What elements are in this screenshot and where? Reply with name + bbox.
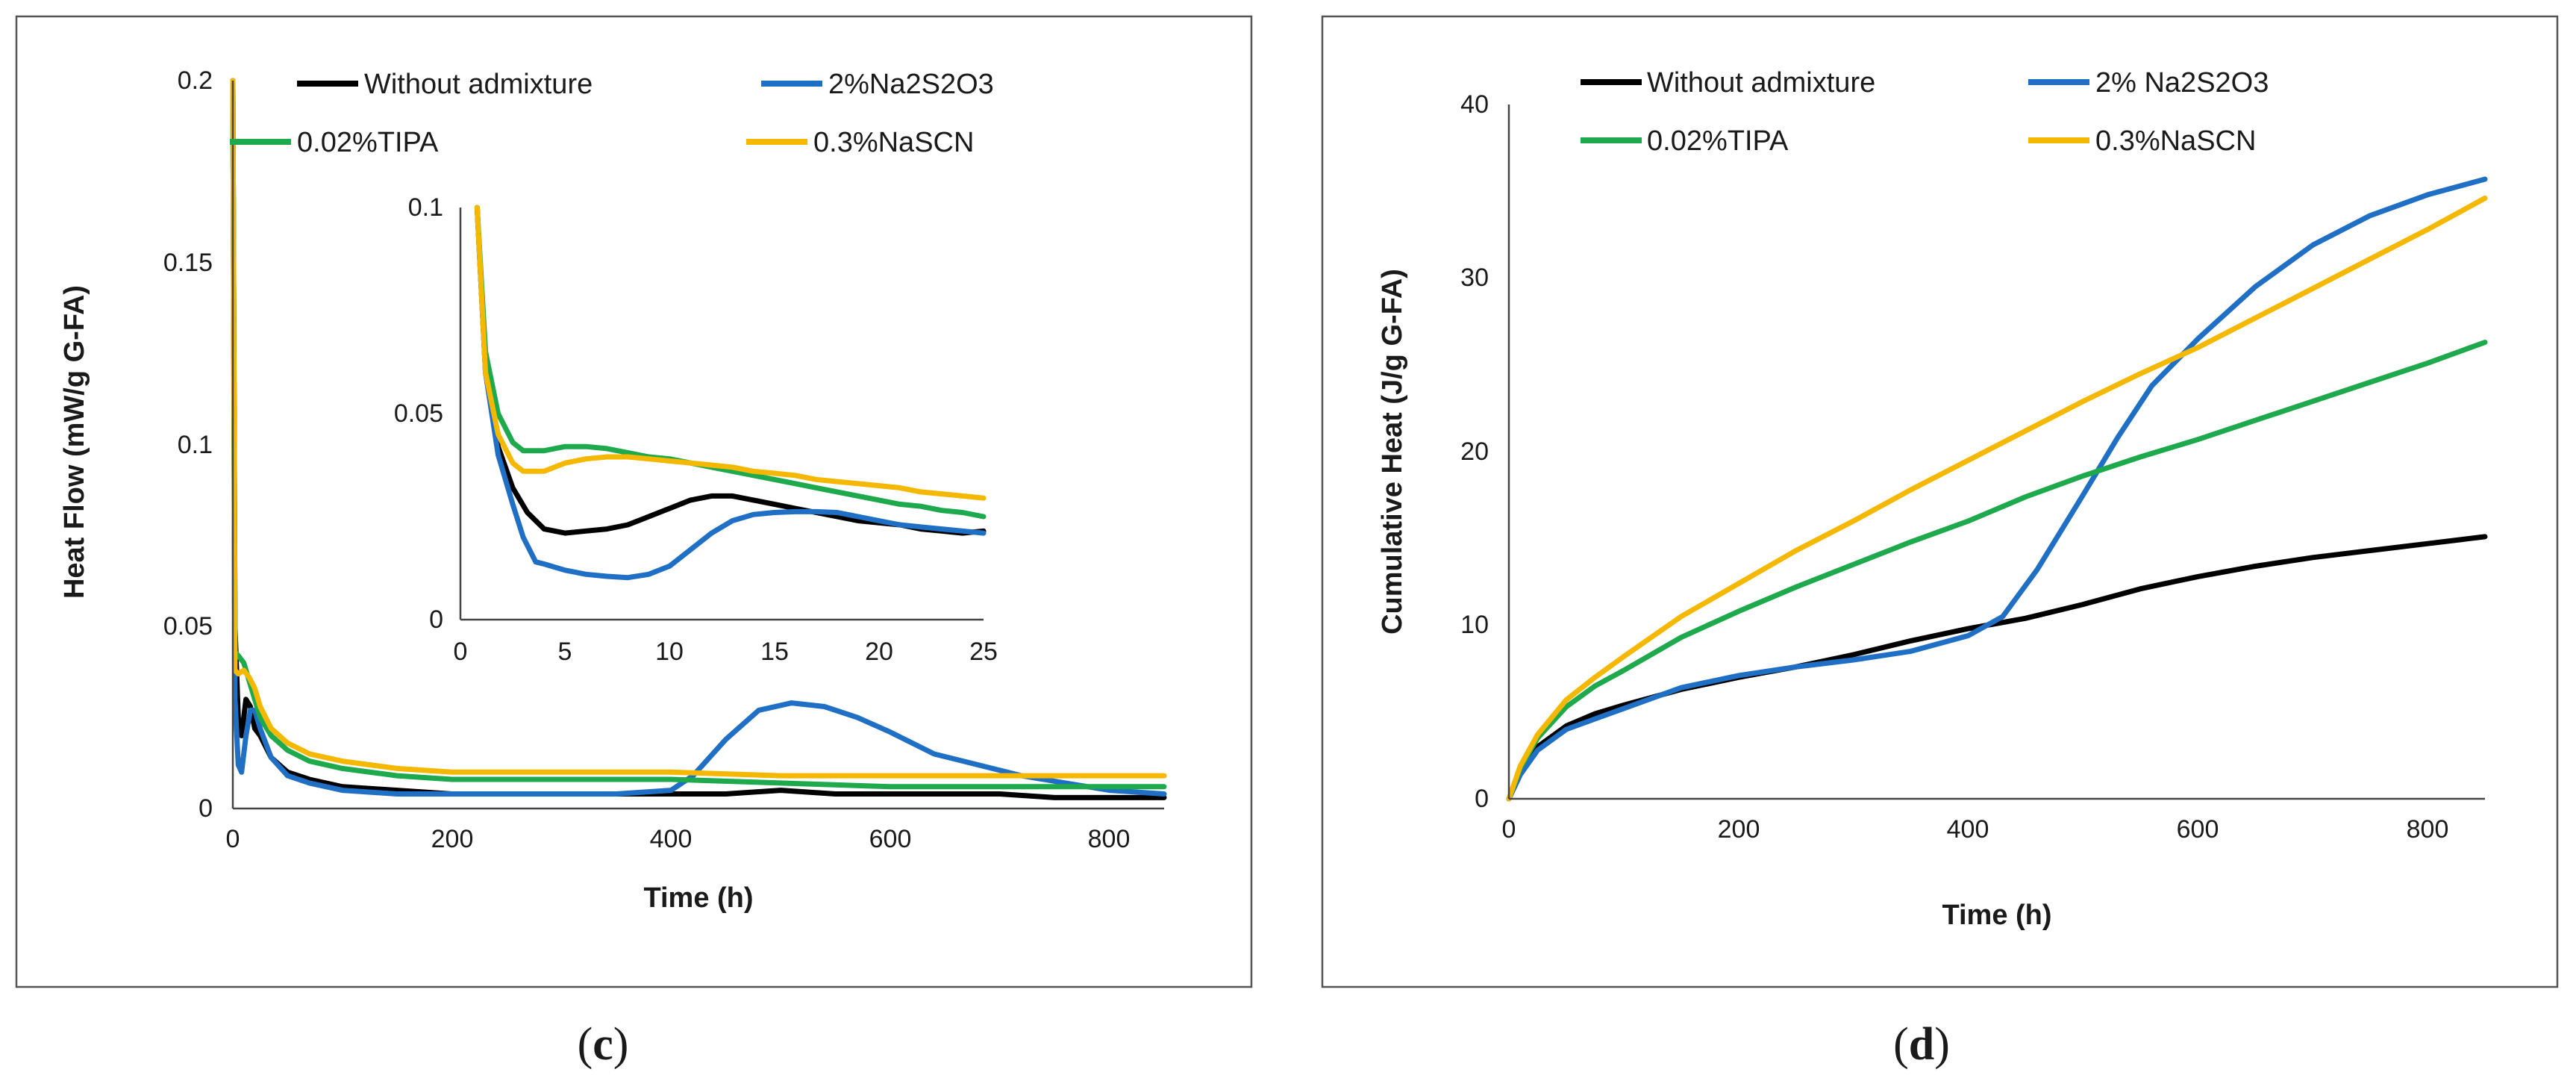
inset-x-tick: 20 [865,638,893,666]
panel-d: 40 30 20 10 0 0 200 400 600 800 Time (h)… [1321,15,2559,988]
caption-c-letter: c [593,1019,613,1070]
panel-d-series-line-without-admixture [1506,534,2488,802]
panel-d-x-tick: 800 [2407,815,2449,844]
legend-label: Without admixture [364,69,593,100]
inset-y-tick: 0 [429,605,443,634]
panel-c-series-line-0-02-tipa [230,78,1167,790]
panel-c-series [230,78,1167,800]
panel-d-series-line-0-02-tipa [1506,340,2488,802]
panel-c-x-tick: 600 [869,825,912,853]
inset-x-tick: 15 [760,638,789,666]
panel-d-frame [1321,15,2559,988]
panel-c-y-tick: 0 [198,794,213,823]
inset-x-tick: 0 [454,638,468,666]
inset-y-tick: 0.05 [394,399,443,428]
panel-c-x-label: Time (h) [643,882,753,914]
panel-c-y-tick: 0.2 [178,66,213,95]
panel-d-x-tick: 0 [1502,815,1516,844]
panel-d-legend: Without admixture 2% Na2S2O3 0.02%TIPA 0… [1581,67,2269,157]
inset-x-tick: 25 [969,638,998,666]
panel-c-y-tick: 0.05 [163,612,213,641]
panel-d-x-tick: 600 [2177,815,2219,844]
legend-label: 2%Na2S2O3 [828,69,994,100]
panel-d-x-label: Time (h) [1942,900,2051,931]
panel-c-x-tick: 400 [650,825,693,853]
panel-d-y-tick: 0 [1475,785,1489,813]
caption-d-letter: d [1909,1019,1934,1070]
panel-d-y-tick: 10 [1460,611,1489,639]
inset-x-tick: 5 [558,638,572,666]
panel-d-series-line-2-na2s2o3 [1506,176,2488,802]
panel-d-series [1506,176,2488,802]
panel-d-series-line-0-3-nascn [1506,196,2488,802]
panel-d-y-label: Cumulative Heat (J/g G-FA) [1377,269,1408,635]
inset-series [474,205,987,581]
panel-c-x-tick: 200 [431,825,474,853]
panel-d-y-tick: 30 [1460,264,1489,292]
panel-c-y-label: Heat Flow (mW/g G-FA) [59,285,90,599]
panel-d-x-tick: 200 [1718,815,1760,844]
legend-label: 0.3%NaSCN [813,127,974,158]
panel-d-y-tick: 40 [1460,90,1489,119]
caption-c: (c) [578,1019,629,1070]
inset-x-tick: 10 [655,638,684,666]
caption-d: (d) [1893,1019,1950,1070]
legend-label: 2% Na2S2O3 [2095,67,2269,99]
panel-c-series-line-2-na2s2o3 [230,78,1167,797]
panel-c-x-tick: 0 [226,825,240,853]
legend-label: Without admixture [1647,67,1875,99]
panel-d-y-tick: 20 [1460,437,1489,466]
inset-background [422,155,996,626]
inset-y-tick: 0.1 [408,193,443,222]
panel-c-legend: Without admixture 2%Na2S2O3 0.02%TIPA 0.… [230,69,994,158]
inset-series-line-2-na2s2o3 [474,205,987,581]
inset-series-line-0-3-nascn [474,205,987,501]
panel-c-series-line-0-3-nascn [230,78,1167,779]
panel-c-x-tick: 800 [1088,825,1131,853]
panel-c-y-tick: 0.15 [163,249,213,277]
panel-c: 0.2 0.15 0.1 0.05 0 0 200 400 600 800 Ti… [15,15,1253,988]
legend-label: 0.3%NaSCN [2095,125,2256,157]
panel-d-x-tick: 400 [1947,815,1989,844]
legend-label: 0.02%TIPA [1647,125,1789,157]
panel-c-y-tick: 0.1 [178,431,213,459]
legend-label: 0.02%TIPA [297,127,439,158]
